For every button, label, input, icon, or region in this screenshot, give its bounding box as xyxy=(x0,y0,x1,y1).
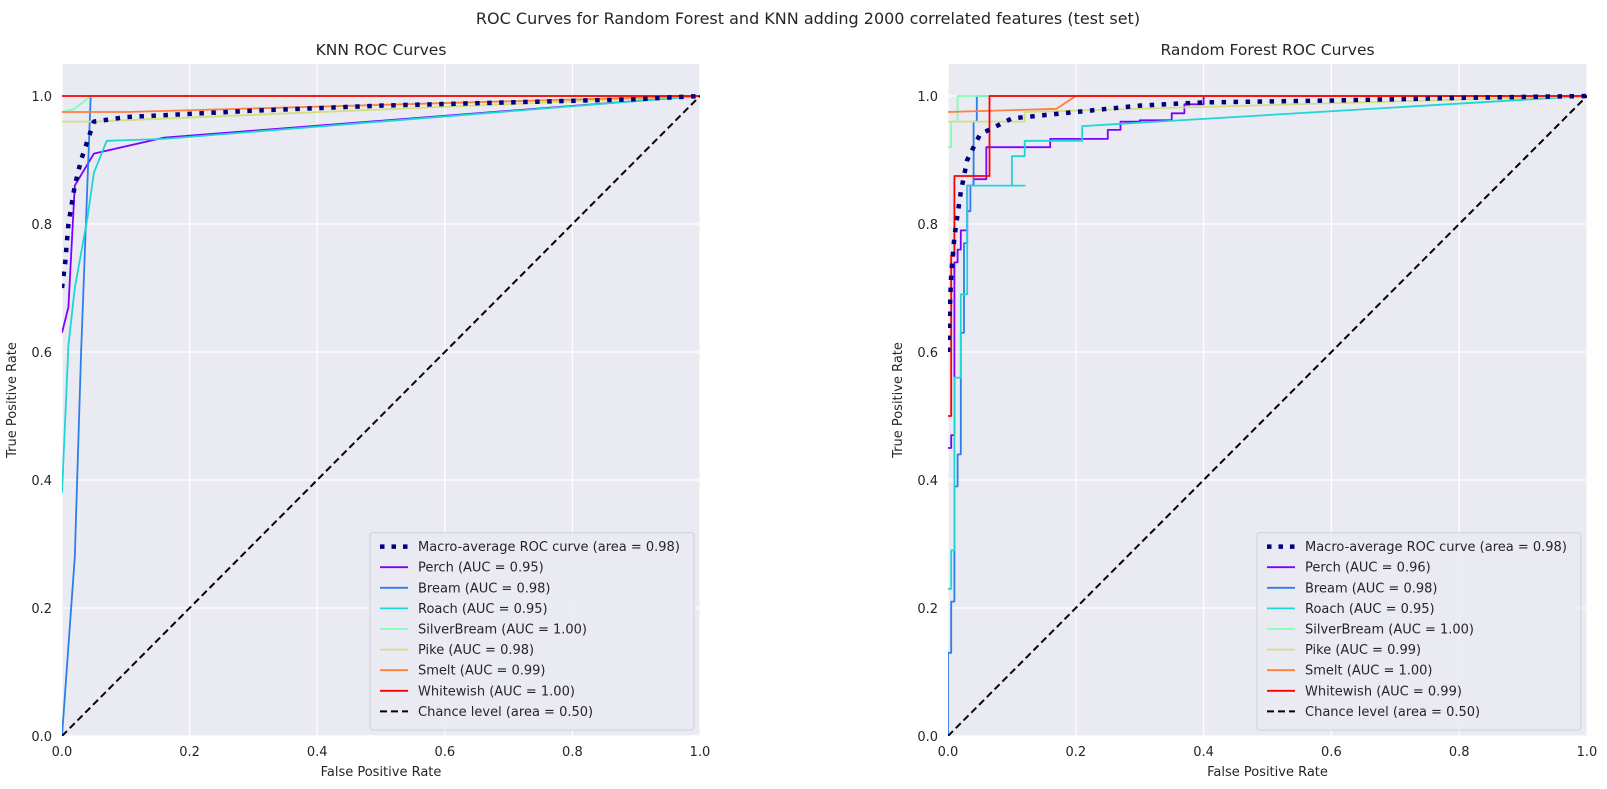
series-group xyxy=(948,93,1587,736)
legend-label: Roach (AUC = 0.95) xyxy=(418,602,548,617)
x-axis-label: False Positive Rate xyxy=(1207,765,1328,780)
x-tick-label: 1.0 xyxy=(1577,745,1598,760)
y-tick-label: 1.0 xyxy=(31,90,52,105)
x-tick-label: 0.2 xyxy=(179,745,200,760)
series-line-3 xyxy=(62,95,700,493)
legend-label: Pike (AUC = 0.99) xyxy=(1305,643,1421,658)
legend-label: Whitewish (AUC = 0.99) xyxy=(1305,684,1462,699)
y-tick-label: 0.8 xyxy=(917,218,938,233)
y-tick-label: 0.6 xyxy=(917,346,938,361)
series-line-1 xyxy=(62,95,700,334)
legend-label: SilverBream (AUC = 1.00) xyxy=(1305,623,1474,638)
legend-label: Pike (AUC = 0.98) xyxy=(418,643,534,658)
series-line-7 xyxy=(948,95,1587,417)
legend-label: Bream (AUC = 0.98) xyxy=(1305,581,1437,596)
x-tick-label: 0.4 xyxy=(307,745,328,760)
panel-title: Random Forest ROC Curves xyxy=(1160,41,1374,59)
y-axis-label: True Positive Rate xyxy=(5,342,20,459)
roc-panel-knn: 0.0 0.2 0.4 0.6 0.8 1.0 0.0 0.2 0.4 0.6 0.8 1.0 KNN … xyxy=(5,41,710,780)
legend-label: Chance level (area = 0.50) xyxy=(1305,705,1480,720)
y-axis-label: True Positive Rate xyxy=(891,342,906,459)
series-line-5 xyxy=(948,95,1587,123)
y-tick-label: 0.4 xyxy=(31,474,52,489)
legend-label: Bream (AUC = 0.98) xyxy=(418,581,550,596)
legend-label: Smelt (AUC = 0.99) xyxy=(418,664,546,679)
x-tick-label: 0.6 xyxy=(1321,745,1342,760)
legend-label: Chance level (area = 0.50) xyxy=(418,705,593,720)
y-tick-label: 0.2 xyxy=(917,602,938,617)
series-line-8 xyxy=(948,95,1587,736)
y-tick-label: 0.6 xyxy=(31,346,52,361)
y-tick-label: 0.4 xyxy=(917,474,938,489)
y-tick-label: 0.8 xyxy=(31,218,52,233)
x-tick-label: 0.8 xyxy=(562,745,583,760)
series-line-2 xyxy=(948,95,1587,736)
legend-label: Perch (AUC = 0.96) xyxy=(1305,561,1431,576)
legend-frame xyxy=(369,532,695,731)
x-tick-label: 0.8 xyxy=(1449,745,1470,760)
legend-label: Perch (AUC = 0.95) xyxy=(418,561,544,576)
series-line-0 xyxy=(948,93,1587,353)
x-tick-label: 0.0 xyxy=(52,745,73,760)
legend-label: Whitewish (AUC = 1.00) xyxy=(418,684,575,699)
y-tick-label: 0.0 xyxy=(917,730,938,745)
legend-label: Macro-average ROC curve (area = 0.98) xyxy=(418,540,680,555)
x-tick-label: 1.0 xyxy=(690,745,711,760)
legend-label: Macro-average ROC curve (area = 0.98) xyxy=(1305,540,1567,555)
x-tick-label: 0.6 xyxy=(434,745,455,760)
series-line-1 xyxy=(948,95,1587,449)
series-line-6 xyxy=(62,95,700,113)
series-line-0 xyxy=(62,93,700,289)
x-tick-label: 0.2 xyxy=(1065,745,1086,760)
y-tick-label: 1.0 xyxy=(917,90,938,105)
y-tick-label: 0.2 xyxy=(31,602,52,617)
series-line-3 xyxy=(948,95,1587,590)
panel-title: KNN ROC Curves xyxy=(316,41,447,59)
y-tick-label: 0.0 xyxy=(31,730,52,745)
legend-label: SilverBream (AUC = 1.00) xyxy=(418,623,587,638)
series-group xyxy=(62,93,700,736)
x-tick-label: 0.4 xyxy=(1193,745,1214,760)
legend-label: Roach (AUC = 0.95) xyxy=(1305,602,1435,617)
x-tick-label: 0.0 xyxy=(938,745,959,760)
legend: Macro-average ROC curve (area = 0.98) Per… xyxy=(369,532,695,731)
figure-suptitle: ROC Curves for Random Forest and KNN add… xyxy=(476,9,1140,28)
roc-panel-random-forest: 0.0 0.2 0.4 0.6 0.8 1.0 0.0 0.2 0.4 0.6 0.8 1.0 Rand… xyxy=(891,41,1597,780)
legend-label: Smelt (AUC = 1.00) xyxy=(1305,664,1433,679)
series-line-8 xyxy=(62,95,700,736)
x-axis-label: False Positive Rate xyxy=(321,765,442,780)
legend: Macro-average ROC curve (area = 0.98) Per… xyxy=(1256,532,1582,731)
legend-frame xyxy=(1256,532,1582,731)
